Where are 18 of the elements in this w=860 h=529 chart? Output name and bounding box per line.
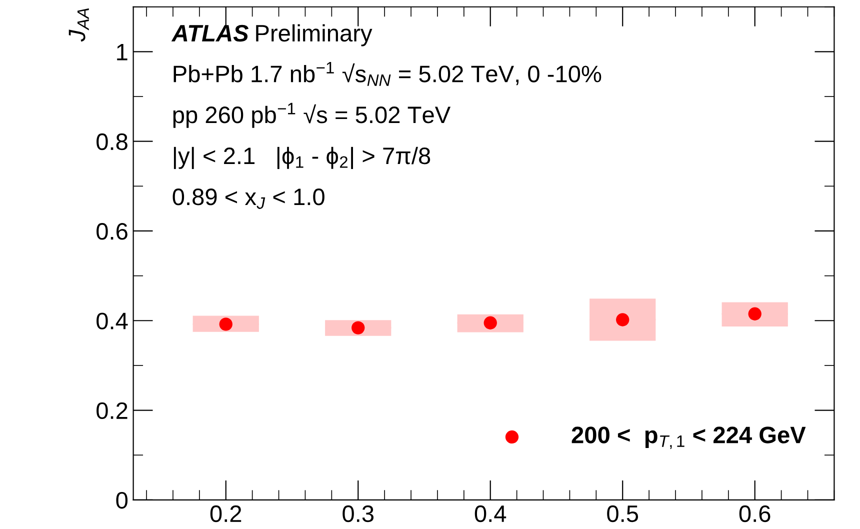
annotation: |y| < 2.1 |ϕ$_{1}$ - ϕ$_{2}$| > 7π/8 — [174, 146, 430, 170]
x-tick-label: 0.2 — [210, 505, 242, 522]
annotation: ATLAS Preliminary — [171, 24, 372, 46]
x-tick-label: 0.6 — [739, 505, 770, 522]
x-tick-label: 0.3 — [342, 505, 374, 522]
y-tick-label: 0.6 — [96, 223, 128, 240]
y-tick-label: 0.8 — [96, 133, 128, 150]
annotation: Pb+Pb 1.7 nb$^{−1}$ √s$_{NN}$ = 5.02 TeV, 0 -10% — [174, 62, 602, 86]
x-tick-label: 0.4 — [474, 505, 506, 522]
y-tick-label: 0.2 — [96, 402, 128, 420]
y-tick-label: 0.4 — [96, 312, 128, 330]
x-tick-label: 0.5 — [607, 505, 638, 522]
y-tick-label: 1 — [117, 44, 128, 60]
legend-label: 200 < p$_{T,1}$ < 224 GeV — [572, 426, 806, 449]
annotation: 0.89 < x$_{J}$ < 1.0 — [172, 188, 324, 209]
y-axis-title: J$_{AA}$ — [68, 8, 89, 42]
y-tick-label: 0 — [116, 492, 128, 509]
annotation: pp 260 pb$^{−1}$ √s = 5.02 TeV — [173, 102, 451, 128]
